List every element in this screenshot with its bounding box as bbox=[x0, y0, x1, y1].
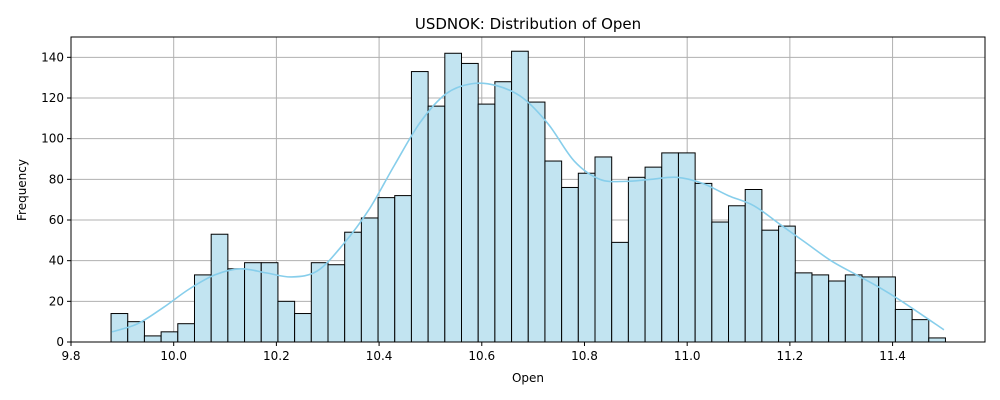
histogram-bar bbox=[277, 300, 296, 343]
histogram-bar bbox=[778, 225, 796, 343]
histogram-bar bbox=[728, 205, 746, 343]
histogram-bar bbox=[210, 233, 229, 343]
histogram-bar bbox=[661, 152, 679, 343]
x-tick-label: 10.8 bbox=[571, 349, 598, 363]
x-tick-label: 11.4 bbox=[879, 349, 906, 363]
histogram-bars bbox=[110, 50, 946, 343]
histogram-bar bbox=[711, 221, 730, 343]
plot-frame bbox=[70, 36, 986, 343]
histogram-bar bbox=[394, 195, 412, 343]
histogram-bar bbox=[644, 166, 663, 343]
y-axis-ticks: 0 20 40 60 80 100 120 140 bbox=[41, 50, 71, 349]
histogram-bar bbox=[327, 264, 346, 343]
histogram-bar bbox=[294, 313, 312, 343]
y-tick-label: 100 bbox=[41, 132, 64, 146]
histogram-bar bbox=[561, 186, 579, 343]
histogram-bar bbox=[377, 197, 396, 343]
histogram-bar bbox=[744, 189, 763, 343]
y-tick-label: 140 bbox=[41, 50, 64, 64]
histogram-bar bbox=[143, 335, 162, 343]
y-axis-label: Frequency bbox=[15, 159, 29, 221]
chart-title: USDNOK: Distribution of Open bbox=[415, 15, 641, 33]
x-tick-label: 10.2 bbox=[263, 349, 290, 363]
histogram-bar bbox=[627, 176, 646, 343]
histogram-bar bbox=[444, 52, 463, 343]
histogram-bar bbox=[594, 156, 613, 343]
histogram-bar bbox=[494, 81, 513, 343]
x-tick-label: 10.0 bbox=[160, 349, 187, 363]
histogram-bar bbox=[160, 331, 179, 343]
histogram-bar bbox=[344, 231, 362, 343]
histogram-bar bbox=[894, 308, 913, 343]
kde-line bbox=[111, 82, 945, 333]
histogram-bar bbox=[811, 274, 830, 343]
y-tick-label: 0 bbox=[56, 335, 64, 349]
histogram-bar bbox=[177, 323, 195, 343]
histogram-bar bbox=[360, 217, 379, 343]
histogram-bar bbox=[310, 262, 329, 343]
histogram-bar bbox=[677, 152, 696, 343]
histogram-bar bbox=[477, 103, 496, 343]
x-tick-label: 10.6 bbox=[468, 349, 495, 363]
histogram-bar bbox=[828, 280, 846, 343]
histogram-bar bbox=[461, 62, 479, 343]
x-tick-label: 10.4 bbox=[366, 349, 393, 363]
x-tick-label: 9.8 bbox=[61, 349, 80, 363]
histogram-bar bbox=[544, 160, 563, 343]
histogram-bar bbox=[911, 319, 930, 343]
y-tick-label: 80 bbox=[49, 172, 64, 186]
histogram-bar bbox=[410, 71, 429, 343]
histogram-bar bbox=[928, 337, 946, 343]
x-tick-label: 11.2 bbox=[777, 349, 804, 363]
histogram-bar bbox=[244, 262, 262, 343]
y-tick-label: 60 bbox=[49, 213, 64, 227]
x-axis-ticks: 9.8 10.0 10.2 10.4 10.6 10.8 11.0 11.2 11.4 bbox=[61, 342, 906, 363]
histogram-bar bbox=[427, 105, 446, 343]
y-tick-label: 20 bbox=[49, 294, 64, 308]
histogram-bar bbox=[227, 268, 246, 343]
histogram-bar bbox=[794, 272, 813, 343]
y-tick-label: 120 bbox=[41, 91, 64, 105]
x-axis-label: Open bbox=[512, 371, 544, 385]
histogram-bar bbox=[527, 101, 546, 343]
histogram-bar bbox=[577, 172, 596, 343]
histogram-bar bbox=[861, 276, 880, 343]
histogram-bar bbox=[694, 182, 713, 343]
histogram-bar bbox=[878, 276, 896, 343]
histogram-bar bbox=[844, 274, 863, 343]
histogram-bar bbox=[511, 50, 529, 343]
y-tick-label: 40 bbox=[49, 254, 64, 268]
x-tick-label: 11.0 bbox=[674, 349, 701, 363]
histogram-bar bbox=[761, 229, 780, 343]
histogram-bar bbox=[611, 241, 629, 343]
